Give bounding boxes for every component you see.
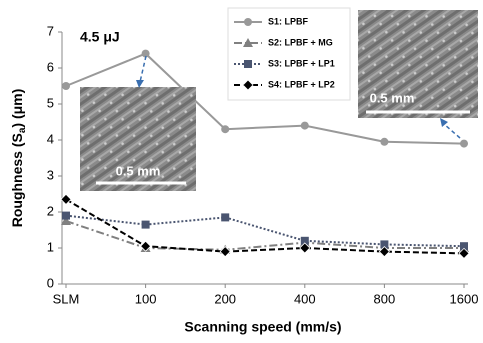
legend-label: S2: LPBF + MG	[268, 37, 333, 47]
arrow-head	[136, 80, 144, 88]
data-point	[380, 138, 388, 146]
y-tick-label: 2	[47, 203, 54, 218]
y-tick-label: 6	[47, 59, 54, 74]
y-tick-label: 7	[47, 23, 54, 38]
x-tick-label: 200	[214, 291, 236, 306]
x-tick-label: 400	[294, 291, 316, 306]
arrow	[444, 124, 460, 138]
scale-label: 0.5 mm	[116, 163, 161, 178]
scale-label: 0.5 mm	[370, 90, 415, 105]
legend-marker	[244, 18, 252, 26]
data-point	[62, 82, 70, 90]
series-line	[66, 221, 464, 250]
legend-label: S3: LPBF + LP1	[268, 58, 335, 68]
x-axis-label: Scanning speed (mm/s)	[184, 319, 341, 335]
x-tick-label: SLM	[53, 291, 80, 306]
y-axis-label: Roughness (Sa) (μm)	[9, 89, 28, 228]
data-point	[221, 213, 229, 221]
annotation: 4.5 μJ	[80, 29, 120, 45]
chart: 4.5 μJ Scanning speed (mm/s) Roughness (…	[0, 0, 483, 338]
arrow-head	[440, 118, 448, 127]
x-tick-label: 100	[135, 291, 157, 306]
y-tick-label: 1	[47, 239, 54, 254]
y-tick-label: 4	[47, 131, 54, 146]
y-tick-label: 3	[47, 167, 54, 182]
data-point	[220, 247, 230, 257]
legend-marker	[244, 60, 252, 68]
data-point	[460, 140, 468, 148]
series-line	[66, 216, 464, 247]
y-tick-label: 5	[47, 95, 54, 110]
data-point	[301, 122, 309, 130]
legend-label: S1: LPBF	[268, 16, 309, 26]
data-point	[62, 212, 70, 220]
x-tick-label: 800	[374, 291, 396, 306]
data-point	[142, 221, 150, 229]
arrow	[140, 56, 146, 82]
legend-label: S4: LPBF + LP2	[268, 79, 335, 89]
data-point	[221, 125, 229, 133]
x-tick-label: 1600	[450, 291, 479, 306]
y-tick-label: 0	[47, 275, 54, 290]
